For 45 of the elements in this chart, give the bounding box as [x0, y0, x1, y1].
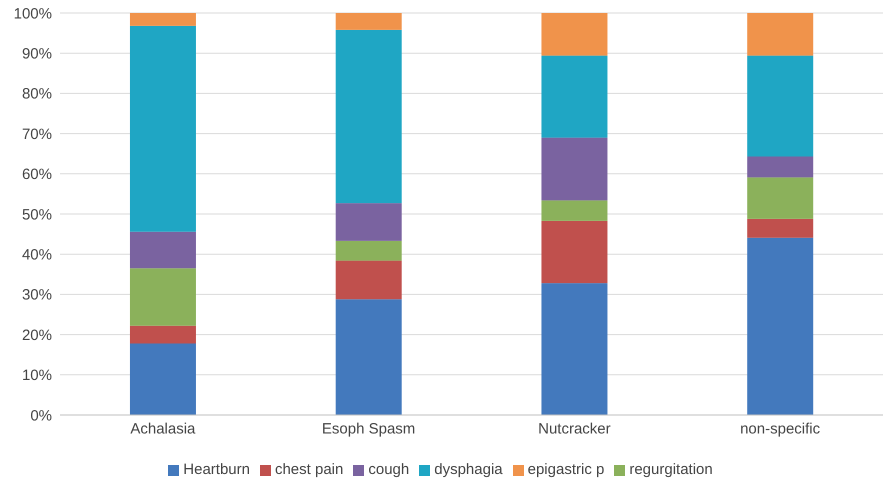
bar — [130, 13, 196, 26]
y-tick-label: 50% — [22, 206, 52, 224]
bar — [130, 232, 196, 268]
bar — [336, 240, 402, 261]
bar — [747, 13, 814, 56]
bar — [130, 343, 196, 415]
x-tick-label: Esoph Spasm — [322, 420, 416, 438]
y-tick-label: 80% — [22, 86, 52, 103]
bar — [541, 56, 608, 138]
bar — [747, 56, 814, 157]
y-tick-label: 30% — [22, 286, 52, 304]
y-tick-label: 100% — [14, 5, 52, 22]
legend-label: epigastric p — [528, 461, 604, 478]
x-tick-label: Achalasia — [130, 420, 196, 438]
bar — [747, 218, 814, 238]
bar — [541, 220, 608, 284]
bar — [541, 13, 608, 56]
bar — [130, 326, 196, 344]
bar — [130, 268, 196, 326]
y-tick-label: 40% — [22, 246, 52, 264]
bar — [541, 138, 608, 200]
y-tick-label: 70% — [22, 126, 52, 143]
bar — [336, 30, 402, 204]
bar — [130, 26, 196, 232]
y-tick-label: 60% — [22, 166, 52, 184]
legend-label: cough — [368, 461, 410, 478]
bar — [336, 203, 402, 241]
y-tick-label: 90% — [22, 46, 52, 63]
legend-label: Heartburn — [183, 461, 250, 478]
legend-label: regurgitation — [629, 461, 713, 478]
x-tick-label: non-specific — [740, 420, 821, 438]
bar — [336, 299, 402, 415]
bar — [541, 283, 608, 415]
bar — [747, 156, 814, 178]
bar — [747, 177, 814, 219]
y-tick-label: 0% — [30, 407, 52, 424]
x-tick-label: Nutcracker — [538, 420, 611, 438]
bar — [541, 200, 608, 221]
y-tick-label: 20% — [22, 326, 52, 344]
y-tick-label: 10% — [22, 367, 52, 384]
bar — [336, 13, 402, 30]
legend-label: dysphagia — [434, 461, 503, 478]
legend-label: chest pain — [274, 461, 344, 478]
bar — [747, 238, 814, 415]
bar — [336, 260, 402, 300]
